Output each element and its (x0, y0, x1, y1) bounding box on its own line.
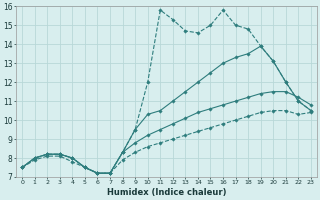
X-axis label: Humidex (Indice chaleur): Humidex (Indice chaleur) (107, 188, 226, 197)
